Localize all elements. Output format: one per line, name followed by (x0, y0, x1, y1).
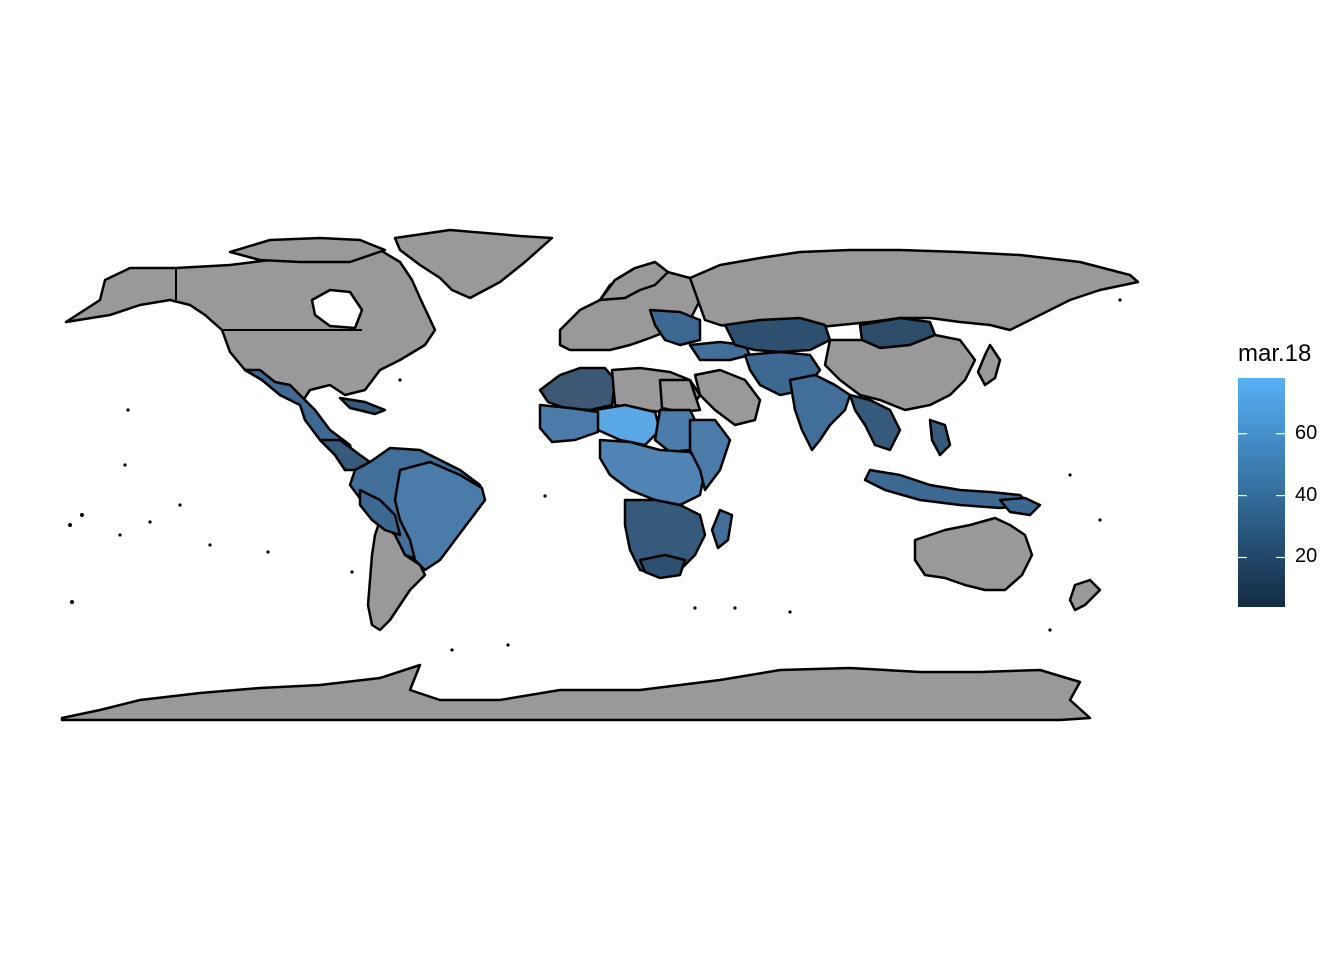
region-eastern-europe (648, 308, 702, 347)
legend-colorbar (1238, 378, 1285, 607)
region-canada-islands (228, 236, 387, 264)
region-east-africa (688, 418, 732, 492)
island-dot (450, 648, 454, 652)
region-scandinavia (598, 260, 670, 302)
region-southern-africa (623, 498, 707, 577)
region-australia (913, 516, 1034, 592)
island-dot (398, 378, 402, 382)
region-north-africa-west (538, 366, 617, 412)
region-cuba (338, 396, 387, 416)
region-russia (688, 248, 1140, 332)
island-dot (350, 570, 354, 574)
region-japan (976, 343, 1002, 387)
region-hudson-bay (310, 288, 364, 330)
island-dot (733, 606, 737, 610)
legend-title: mar.18 (1238, 340, 1312, 367)
legend-tick-label: 40 (1295, 483, 1318, 506)
island-dot (70, 600, 74, 604)
island-dot (266, 550, 270, 554)
legend-tick-label: 60 (1295, 421, 1318, 444)
legend (1238, 378, 1285, 607)
region-southeast-asia (848, 393, 902, 452)
island-dot (126, 408, 130, 412)
island-dot (693, 606, 697, 610)
region-south-africa (638, 553, 687, 580)
island-dot (148, 520, 152, 524)
small-islands (68, 298, 1122, 652)
legend-ticks (1238, 433, 1285, 559)
legend-tick-label: 20 (1295, 545, 1318, 568)
island-dot (208, 543, 212, 547)
region-greenland (393, 228, 554, 300)
region-argentina-chile (366, 518, 427, 632)
island-dot (788, 610, 792, 614)
island-dot (506, 643, 510, 647)
island-dot (1118, 298, 1122, 302)
region-papua (998, 496, 1042, 517)
island-dot (68, 523, 72, 527)
region-central-africa (598, 438, 707, 507)
region-brazil (393, 460, 487, 572)
region-north-america (64, 248, 437, 407)
region-sahel-west (538, 403, 600, 444)
island-dot (123, 463, 127, 467)
region-china (823, 333, 977, 412)
island-dot (118, 533, 122, 537)
region-arabia (693, 368, 762, 427)
island-dot (1068, 473, 1072, 477)
region-kazakhstan (723, 316, 832, 354)
island-dot (1048, 628, 1052, 632)
region-peru-bolivia (358, 488, 402, 537)
region-madagascar (710, 508, 734, 550)
island-dot (1098, 518, 1102, 522)
island-dot (80, 513, 84, 517)
island-dot (178, 503, 182, 507)
region-niger-chad (593, 403, 662, 447)
region-new-zealand (1068, 578, 1102, 612)
region-india (788, 373, 852, 452)
region-antarctica (60, 663, 1092, 722)
landmass-layer (60, 228, 1140, 722)
region-philippines (928, 418, 952, 457)
island-dot (543, 494, 547, 498)
